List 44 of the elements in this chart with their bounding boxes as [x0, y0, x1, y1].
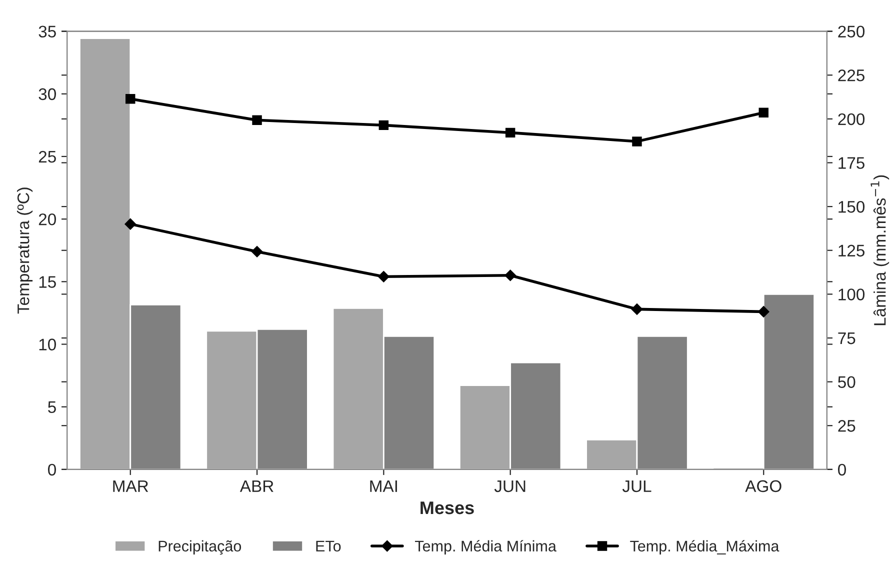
y2-tick-label: 250 [838, 26, 865, 38]
y2-tick-label: 150 [838, 200, 865, 213]
y-tick-label: 20 [38, 213, 56, 226]
x-tick-label: JUN [494, 480, 526, 492]
x-tick-label: MAI [370, 480, 397, 492]
y-tick-label: 25 [38, 150, 56, 163]
legend-label: ETo [316, 540, 341, 552]
point [504, 270, 516, 281]
legend-label: Temp. Média Mínima [414, 540, 556, 555]
point [632, 136, 642, 146]
x-tick-label: AGO [745, 480, 782, 492]
y2-tick-label: 50 [838, 376, 856, 388]
y-tick-label: 30 [38, 88, 56, 100]
x-tick-label: ABR [240, 480, 274, 492]
point [124, 218, 136, 230]
y-tick-label: 10 [39, 338, 56, 350]
y2-tick-label: 25 [838, 420, 856, 432]
y-tick-label: 15 [39, 276, 56, 288]
point [252, 115, 262, 126]
point [758, 108, 768, 118]
x-tick-label: JUL [622, 480, 652, 492]
y2-tick-label: 225 [838, 70, 864, 82]
y-tick-label: 35 [38, 26, 56, 38]
y-axis-title: Temperatura (ºC) [17, 188, 33, 314]
point [378, 120, 389, 130]
y2-axis-title: Lâmina (mm.mês$^{−1}$) [870, 175, 890, 326]
y2-tick-label: 200 [838, 113, 865, 126]
point [378, 271, 390, 282]
legend-label: Temp. Média_Máxima [630, 540, 780, 555]
point [126, 94, 136, 104]
point [758, 306, 770, 318]
y2-tick-label: 75 [838, 332, 856, 344]
x-axis-title: Meses [420, 502, 474, 514]
y-tick-label: 5 [48, 401, 56, 414]
y2-tick-label: 175 [838, 157, 864, 169]
point [251, 246, 263, 258]
point [505, 128, 516, 138]
x-tick-label: MAR [113, 480, 148, 492]
point [631, 304, 643, 315]
y-tick-label: 0 [48, 464, 56, 476]
y2-tick-label: 100 [838, 288, 865, 300]
y2-tick-label: 125 [838, 244, 864, 257]
y2-tick-label: 0 [838, 464, 846, 476]
legend-label: Precipitação [158, 540, 242, 555]
